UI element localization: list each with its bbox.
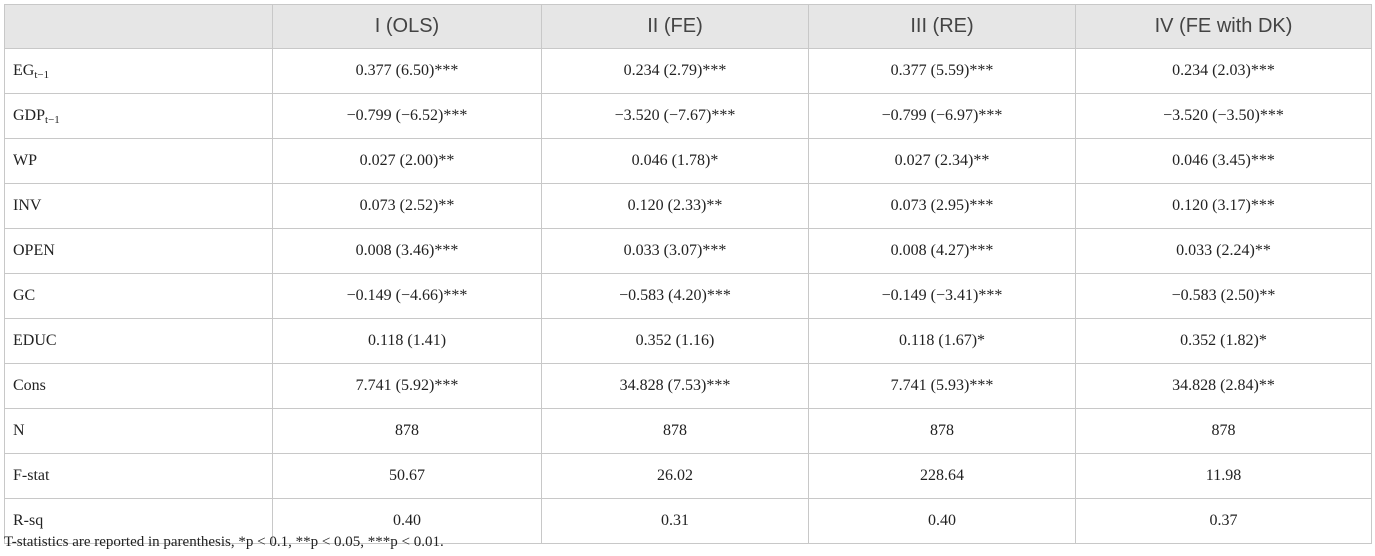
column-header: III (RE) (808, 4, 1076, 49)
row-label-text: GDP (13, 106, 46, 124)
row-label-text: R-sq (13, 512, 44, 529)
table-cell: −0.799 (−6.97)*** (808, 93, 1076, 139)
table-cell: −3.520 (−3.50)*** (1075, 93, 1372, 139)
table-cell: 878 (272, 408, 542, 454)
table-cell: 0.40 (808, 498, 1076, 544)
table-row: N 878 878 878 878 (4, 408, 1372, 454)
table-cell: 0.120 (3.17)*** (1075, 183, 1372, 229)
table-row: EDUC 0.118 (1.41) 0.352 (1.16) 0.118 (1.67)… (4, 318, 1372, 364)
footnote: T-statistics are reported in parenthesis… (4, 534, 444, 550)
table-cell: 0.120 (2.33)** (541, 183, 809, 229)
table-cell: 0.377 (6.50)*** (272, 48, 542, 94)
table-cell: 0.234 (2.03)*** (1075, 48, 1372, 94)
table-row: EGt−1 0.377 (6.50)*** 0.234 (2.79)*** 0.377… (4, 48, 1372, 94)
row-label-text: EG (13, 61, 35, 79)
row-label: EGt−1 (4, 48, 273, 94)
table-cell: 878 (541, 408, 809, 454)
row-label-text: EDUC (13, 332, 57, 349)
table-cell: 0.073 (2.95)*** (808, 183, 1076, 229)
table-cell: 0.118 (1.67)* (808, 318, 1076, 364)
table-cell: −0.583 (4.20)*** (541, 273, 809, 319)
table-cell: 50.67 (272, 453, 542, 499)
table-cell: 0.377 (5.59)*** (808, 48, 1076, 94)
table-cell: 0.073 (2.52)** (272, 183, 542, 229)
row-label-text: OPEN (13, 242, 55, 259)
row-label: WP (4, 138, 273, 184)
table-cell: 34.828 (2.84)** (1075, 363, 1372, 409)
table-row: OPEN 0.008 (3.46)*** 0.033 (3.07)*** 0.008 … (4, 228, 1372, 274)
table-cell: 0.234 (2.79)*** (541, 48, 809, 94)
table-row: Cons 7.741 (5.92)*** 34.828 (7.53)*** 7.741… (4, 363, 1372, 409)
column-header: IV (FE with DK) (1075, 4, 1372, 49)
table-cell: −0.149 (−3.41)*** (808, 273, 1076, 319)
table-cell: 0.027 (2.34)** (808, 138, 1076, 184)
row-label: N (4, 408, 273, 454)
table-cell: 0.40 (272, 498, 542, 544)
row-label-subscript: t−1 (45, 113, 60, 126)
table-cell: 878 (808, 408, 1076, 454)
row-label-text: WP (13, 152, 37, 169)
table-cell: 26.02 (541, 453, 809, 499)
table-cell: 0.37 (1075, 498, 1372, 544)
row-label: R-sq (4, 498, 273, 544)
table-row: GDPt−1 −0.799 (−6.52)*** −3.520 (−7.67)***… (4, 93, 1372, 139)
row-label: GDPt−1 (4, 93, 273, 139)
results-table: I (OLS) II (FE) III (RE) IV (FE with DK) EG… (4, 4, 1372, 544)
table-cell: 0.027 (2.00)** (272, 138, 542, 184)
table-row: INV 0.073 (2.52)** 0.120 (2.33)** 0.073 (2.… (4, 183, 1372, 229)
table-cell: 0.118 (1.41) (272, 318, 542, 364)
table-row: GC −0.149 (−4.66)*** −0.583 (4.20)*** −0.14… (4, 273, 1372, 319)
table-row: WP 0.027 (2.00)** 0.046 (1.78)* 0.027 (2.34… (4, 138, 1372, 184)
table-cell: 0.046 (3.45)*** (1075, 138, 1372, 184)
table-cell: −3.520 (−7.67)*** (541, 93, 809, 139)
table-cell: 0.352 (1.82)* (1075, 318, 1372, 364)
table-cell: 0.033 (3.07)*** (541, 228, 809, 274)
row-label: EDUC (4, 318, 273, 364)
table-cell: 0.008 (3.46)*** (272, 228, 542, 274)
column-header: II (FE) (541, 4, 809, 49)
row-label-text: Cons (13, 377, 46, 394)
table-cell: 34.828 (7.53)*** (541, 363, 809, 409)
table-cell: 7.741 (5.92)*** (272, 363, 542, 409)
table-cell: 878 (1075, 408, 1372, 454)
column-header: I (OLS) (272, 4, 542, 49)
table-cell: 0.033 (2.24)** (1075, 228, 1372, 274)
row-label: F-stat (4, 453, 273, 499)
table-cell: 7.741 (5.93)*** (808, 363, 1076, 409)
row-label: OPEN (4, 228, 273, 274)
row-label: INV (4, 183, 273, 229)
table-cell: −0.149 (−4.66)*** (272, 273, 542, 319)
header-row: I (OLS) II (FE) III (RE) IV (FE with DK) (4, 4, 1372, 49)
row-label-text: INV (13, 197, 42, 214)
table-cell: 228.64 (808, 453, 1076, 499)
row-label-subscript: t−1 (34, 68, 50, 81)
row-label-text: GC (13, 287, 36, 304)
row-label: Cons (4, 363, 273, 409)
table-cell: 0.352 (1.16) (541, 318, 809, 364)
table-cell: 0.31 (541, 498, 809, 544)
table-cell: 0.008 (4.27)*** (808, 228, 1076, 274)
table-row: F-stat 50.67 26.02 228.64 11.98 (4, 453, 1372, 499)
table-cell: −0.799 (−6.52)*** (272, 93, 542, 139)
row-label-text: F-stat (13, 467, 50, 484)
table-cell: −0.583 (2.50)** (1075, 273, 1372, 319)
table-row: R-sq 0.40 0.31 0.40 0.37 (4, 498, 1372, 544)
table-cell: 0.046 (1.78)* (541, 138, 809, 184)
row-label: GC (4, 273, 273, 319)
corner-cell (4, 4, 273, 49)
table-body: EGt−1 0.377 (6.50)*** 0.234 (2.79)*** 0.377… (4, 48, 1372, 544)
table-cell: 11.98 (1075, 453, 1372, 499)
row-label-text: N (13, 422, 25, 439)
